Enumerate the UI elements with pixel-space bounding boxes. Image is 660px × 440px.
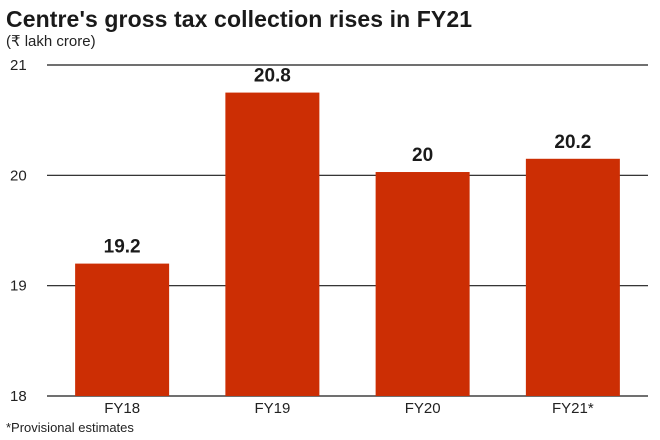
bars (75, 92, 620, 396)
chart-subtitle: (₹ lakh crore) (6, 33, 96, 50)
y-tick-label-20: 20 (10, 167, 27, 184)
chart-footnote: *Provisional estimates (6, 420, 134, 435)
data-label-fy18: 19.2 (104, 237, 141, 258)
y-tick-label-18: 18 (10, 388, 27, 405)
bar-fy20 (375, 172, 470, 396)
data-label-fy19: 20.8 (254, 66, 291, 87)
data-label-fy20: 20 (412, 145, 433, 166)
data-label-fy21: 20.2 (554, 132, 591, 153)
chart-title: Centre's gross tax collection rises in F… (6, 6, 473, 32)
x-tick-label-fy18: FY18 (104, 400, 140, 417)
y-tick-label-19: 19 (10, 278, 27, 295)
bar-fy19 (225, 92, 320, 396)
y-tick-label-21: 21 (10, 57, 27, 74)
bar-fy18 (75, 263, 170, 396)
x-tick-label-fy19: FY19 (254, 400, 290, 417)
x-tick-label-fy20: FY20 (405, 400, 441, 417)
x-tick-label-fy21: FY21* (552, 400, 594, 417)
labels: 18 19 20 21 19.2 FY18 20.8 FY19 20 FY20 20.2 FY21* (10, 57, 594, 417)
bar-fy21 (525, 158, 620, 396)
